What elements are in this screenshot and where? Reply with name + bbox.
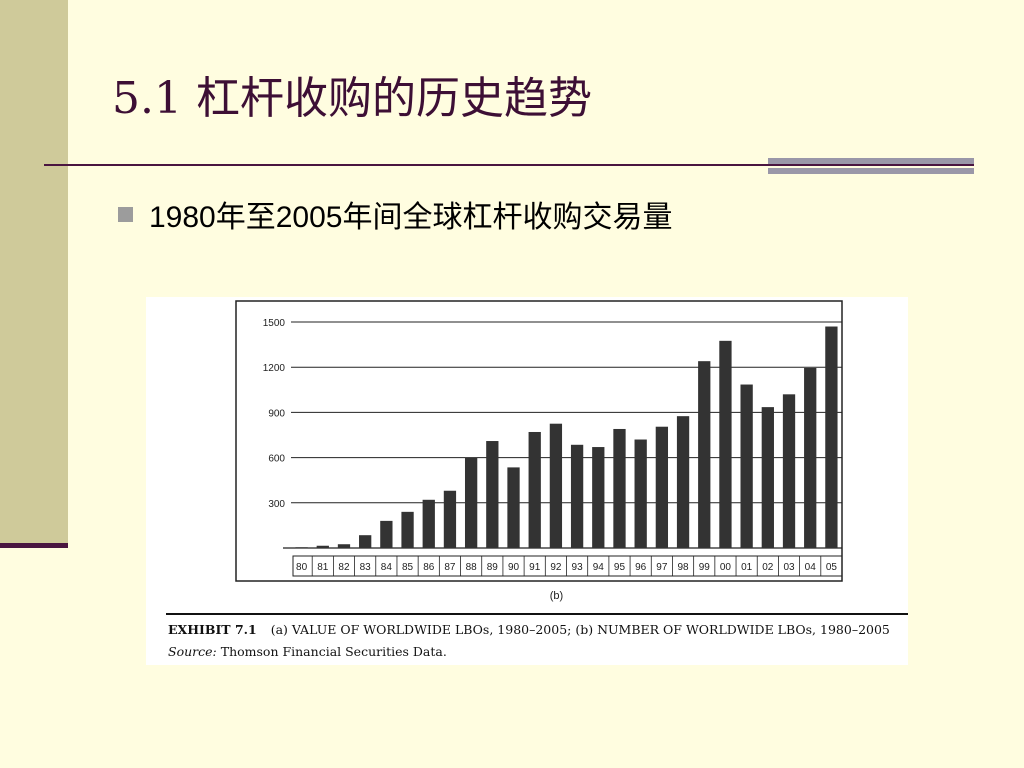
y-tick-label: 1200: [263, 363, 286, 374]
bar: [740, 384, 753, 548]
x-tick-label: 95: [614, 562, 626, 573]
x-tick-label: 97: [656, 562, 668, 573]
panel-label: (b): [550, 590, 563, 602]
x-tick-label: 84: [381, 562, 393, 573]
bar: [295, 547, 308, 549]
title-divider: [44, 164, 974, 166]
x-tick-label: 96: [635, 562, 647, 573]
x-tick-label: 83: [360, 562, 372, 573]
bar: [719, 340, 732, 548]
bar: [337, 544, 351, 548]
x-tick-label: 98: [677, 562, 689, 573]
bar: [698, 361, 711, 548]
bar: [359, 535, 372, 548]
bar: [825, 326, 838, 548]
x-tick-label: 03: [783, 562, 795, 573]
bar: [761, 407, 774, 548]
x-tick-label: 86: [423, 562, 435, 573]
bar: [613, 428, 626, 548]
bar: [592, 447, 605, 548]
bar: [570, 444, 584, 548]
x-tick-label: 85: [402, 562, 414, 573]
bullet-text: 1980年至2005年间全球杠杆收购交易量: [149, 201, 673, 234]
exhibit-figure: 300 600 900 1200 1500 80 81 82 83 84 85 86 87 88 89 90 9…: [146, 297, 908, 665]
bullet-item: 1980年至2005年间全球杠杆收购交易量: [118, 192, 672, 236]
bar: [782, 394, 796, 548]
bullet-square-icon: [118, 206, 133, 222]
exhibit-caption: EXHIBIT 7.1 (a) VALUE OF WORLDWIDE LBOs, …: [168, 619, 906, 663]
bar: [486, 441, 499, 548]
exhibit-rule: [166, 613, 908, 615]
y-tick-label: 1500: [263, 318, 286, 329]
x-tick-label: 87: [444, 562, 456, 573]
x-tick-label: 80: [296, 562, 308, 573]
bar: [549, 423, 563, 548]
title-accent-bars: [768, 158, 974, 180]
x-tick-label: 01: [741, 562, 753, 573]
bar: [380, 520, 393, 548]
slide-title: 5.1 杠杆收购的历史趋势: [112, 73, 592, 124]
x-tick-label: 02: [762, 562, 774, 573]
x-label-row: [292, 555, 843, 577]
source-text: Thomson Financial Securities Data.: [220, 644, 447, 659]
x-tick-label: 94: [593, 562, 605, 573]
bar: [422, 499, 435, 548]
bar: [464, 457, 478, 548]
bar: [634, 439, 647, 548]
x-tick-label: 88: [466, 562, 478, 573]
exhibit-caption-text: (a) VALUE OF WORLDWIDE LBOs, 1980–2005; …: [270, 622, 890, 637]
x-tick-label: 91: [529, 562, 541, 573]
x-tick-label: 04: [805, 562, 817, 573]
exhibit-label: EXHIBIT 7.1: [168, 622, 257, 637]
x-tick-label: 99: [699, 562, 711, 573]
bar: [401, 511, 414, 548]
y-tick-label: 300: [268, 499, 285, 510]
bar-chart: 300 600 900 1200 1500 80 81 82 83 84 85 86 87 88 89 90 9…: [235, 300, 843, 602]
source-label: Source:: [168, 644, 217, 659]
y-tick-label: 600: [268, 454, 285, 465]
left-decor-line: [0, 543, 68, 548]
left-decor-band: [0, 0, 68, 546]
x-tick-label: 93: [572, 562, 584, 573]
bar: [676, 416, 690, 548]
x-tick-label: 90: [508, 562, 520, 573]
x-tick-label: 81: [317, 562, 329, 573]
x-tick-label: 82: [338, 562, 350, 573]
y-tick-label: 900: [268, 408, 285, 419]
bar: [443, 490, 457, 548]
bar: [804, 367, 817, 548]
x-tick-label: 05: [826, 562, 838, 573]
x-tick-label: 89: [487, 562, 499, 573]
bar: [655, 426, 669, 548]
x-tick-label: 00: [720, 562, 732, 573]
bar: [316, 545, 329, 548]
bar: [528, 431, 541, 548]
bar: [507, 467, 520, 548]
x-tick-label: 92: [550, 562, 562, 573]
chart-frame: [235, 300, 843, 582]
